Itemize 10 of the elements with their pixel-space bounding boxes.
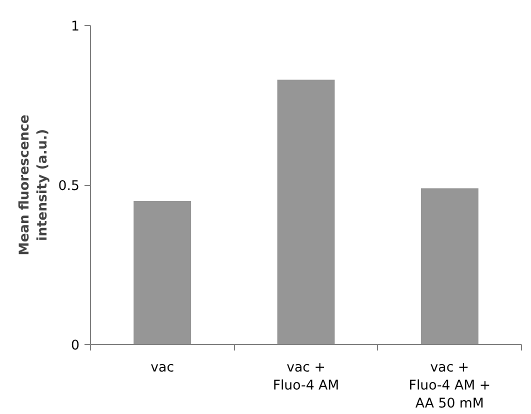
y-tick-label: 0.5 (58, 179, 80, 194)
y-tick-label: 0 (71, 338, 80, 354)
x-tick-label: vac + Fluo-4 AM + AA 50 mM (408, 360, 491, 412)
x-tick-label: vac (150, 360, 174, 376)
bar (277, 80, 335, 344)
y-tick-label: 1 (71, 20, 80, 34)
bar (134, 200, 192, 344)
y-axis-title: Mean fluorescence intensity (a.u.) (17, 114, 50, 256)
bar (420, 188, 478, 344)
x-tick-label: vac + Fluo-4 AM (272, 360, 340, 394)
